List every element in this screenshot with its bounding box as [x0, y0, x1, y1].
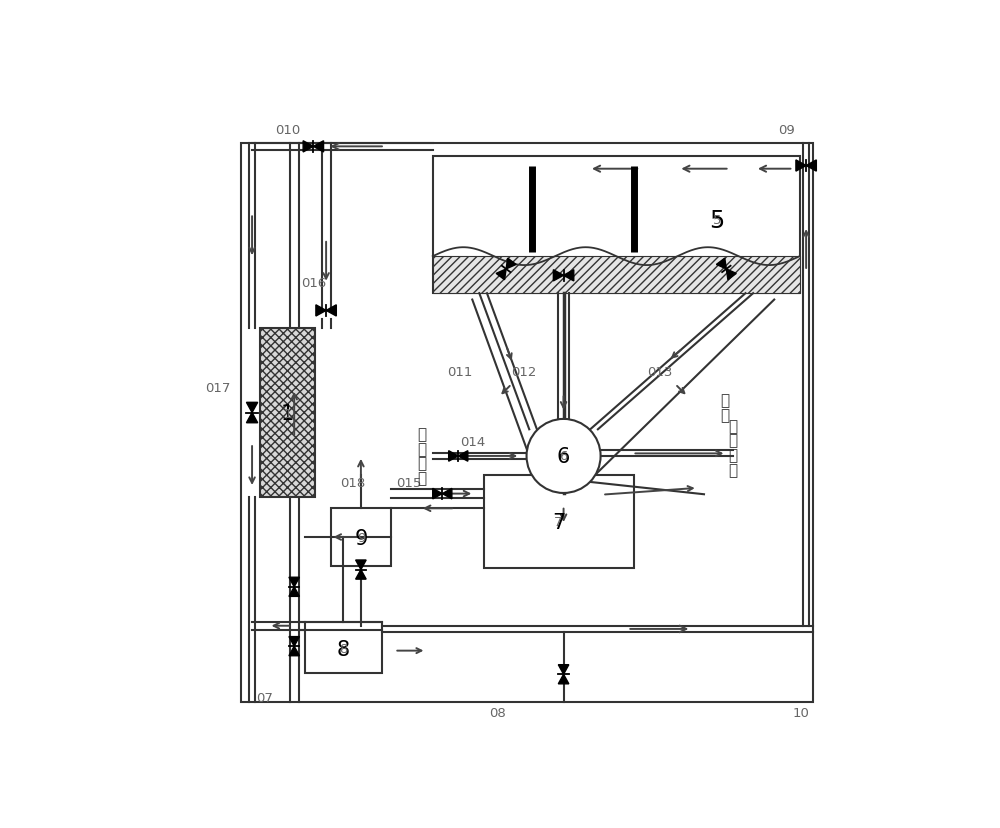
Polygon shape: [356, 570, 366, 580]
Text: 09: 09: [779, 123, 795, 137]
Polygon shape: [326, 306, 336, 316]
Text: 1: 1: [284, 407, 292, 420]
Text: 5: 5: [713, 214, 721, 227]
Bar: [433, 156, 800, 294]
Text: 喷: 喷: [720, 392, 729, 407]
Text: 017: 017: [205, 381, 230, 394]
Text: 08: 08: [489, 706, 506, 720]
Text: 010: 010: [275, 123, 300, 137]
Text: 氧: 氧: [728, 433, 737, 448]
Polygon shape: [496, 270, 506, 281]
Text: 016: 016: [301, 277, 326, 290]
Text: 011: 011: [447, 366, 473, 378]
Text: 1: 1: [281, 404, 294, 424]
Text: 源: 源: [417, 470, 426, 485]
Polygon shape: [289, 587, 299, 597]
Text: 9: 9: [355, 528, 368, 548]
Polygon shape: [313, 142, 324, 153]
Text: 化: 化: [728, 448, 737, 463]
Text: 018: 018: [340, 477, 366, 489]
Polygon shape: [303, 142, 313, 153]
Text: 9: 9: [357, 532, 365, 545]
Text: 6: 6: [559, 450, 568, 463]
Polygon shape: [442, 489, 452, 499]
Text: 07: 07: [256, 691, 273, 704]
Text: 012: 012: [511, 366, 537, 378]
Polygon shape: [558, 665, 569, 675]
Circle shape: [527, 420, 601, 493]
Polygon shape: [458, 451, 468, 462]
Bar: [433, 257, 800, 294]
Polygon shape: [449, 451, 458, 462]
Bar: [305, 622, 382, 673]
Text: 7: 7: [554, 516, 563, 528]
Text: 淋: 淋: [720, 407, 729, 422]
Polygon shape: [726, 270, 736, 281]
Text: 自: 自: [417, 426, 426, 441]
Polygon shape: [716, 259, 726, 270]
Polygon shape: [564, 271, 574, 282]
Polygon shape: [553, 271, 564, 282]
Polygon shape: [289, 647, 299, 656]
Text: 来: 来: [417, 441, 426, 456]
Polygon shape: [246, 403, 258, 413]
Text: 5: 5: [709, 209, 724, 233]
Text: 7: 7: [552, 512, 565, 532]
Polygon shape: [356, 561, 366, 570]
Text: 铝: 铝: [728, 462, 737, 477]
Bar: [260, 329, 315, 498]
Text: 015: 015: [396, 477, 422, 489]
Bar: [241, 144, 813, 702]
Polygon shape: [246, 413, 258, 423]
Polygon shape: [558, 675, 569, 684]
Text: 013: 013: [647, 366, 672, 378]
Text: 氢: 氢: [728, 418, 737, 433]
Polygon shape: [289, 637, 299, 647]
Polygon shape: [433, 489, 442, 499]
Text: 10: 10: [793, 706, 809, 720]
Bar: [484, 475, 634, 568]
Text: 8: 8: [339, 643, 348, 656]
Polygon shape: [316, 306, 326, 316]
Text: 8: 8: [337, 639, 350, 659]
Polygon shape: [806, 161, 816, 172]
Polygon shape: [289, 578, 299, 587]
Bar: [331, 508, 391, 566]
Text: 014: 014: [460, 436, 486, 449]
Polygon shape: [506, 259, 516, 270]
Polygon shape: [796, 161, 806, 172]
Text: 水: 水: [417, 456, 426, 471]
Text: 6: 6: [557, 446, 570, 466]
